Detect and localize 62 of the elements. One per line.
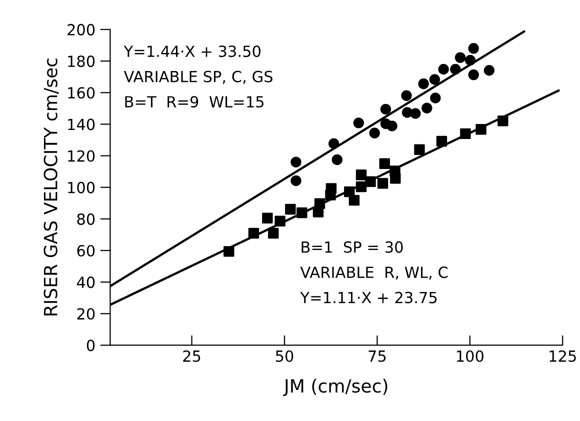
point bbox=[438, 64, 449, 75]
point bbox=[429, 74, 440, 85]
point bbox=[464, 54, 476, 66]
point bbox=[328, 138, 340, 149]
point bbox=[348, 194, 360, 206]
point bbox=[418, 78, 429, 90]
x-axis-title: JM (cm/sec) bbox=[283, 378, 388, 396]
y-tick-label: 160 bbox=[68, 87, 95, 99]
point bbox=[379, 158, 390, 170]
point bbox=[460, 128, 471, 140]
y-tick-label: 120 bbox=[68, 150, 95, 162]
point bbox=[274, 216, 286, 226]
y-axis-title: RISER GAS VELOCITY cm/sec bbox=[44, 58, 59, 316]
point bbox=[365, 176, 376, 188]
point bbox=[356, 170, 367, 180]
point bbox=[468, 69, 479, 80]
point bbox=[290, 156, 302, 168]
x-tick-label: 75 bbox=[368, 350, 386, 362]
y-tick-label: 140 bbox=[68, 118, 95, 130]
point bbox=[290, 175, 302, 186]
y-tick-label: 0 bbox=[86, 340, 95, 352]
point bbox=[380, 104, 392, 115]
point bbox=[325, 190, 336, 200]
point bbox=[410, 108, 421, 119]
x-tick-label: 100 bbox=[456, 350, 484, 362]
x-tick-label: 25 bbox=[183, 350, 200, 362]
point bbox=[312, 206, 324, 218]
point bbox=[454, 52, 466, 63]
annotation: B=1 SP = 30 VARIABLE R, WL, C Y=1.11·X + 23.75 bbox=[300, 241, 448, 304]
point bbox=[369, 128, 380, 138]
point bbox=[436, 136, 448, 147]
point bbox=[285, 204, 296, 215]
point bbox=[356, 181, 367, 192]
point bbox=[401, 90, 412, 101]
point bbox=[498, 116, 508, 126]
point bbox=[414, 144, 425, 155]
point bbox=[422, 102, 432, 114]
point bbox=[248, 228, 260, 239]
point bbox=[390, 166, 400, 176]
x-tick-label: 50 bbox=[276, 350, 294, 362]
y-tick-label: 100 bbox=[68, 182, 95, 194]
point bbox=[224, 246, 234, 257]
point bbox=[377, 178, 388, 189]
point bbox=[262, 212, 273, 224]
point bbox=[268, 228, 279, 239]
y-tick-label: 180 bbox=[68, 56, 95, 68]
y-tick-label: 60 bbox=[77, 244, 95, 257]
point bbox=[484, 65, 495, 76]
point bbox=[332, 154, 342, 166]
y-tick-label: 40 bbox=[76, 276, 95, 288]
point bbox=[430, 92, 441, 104]
point bbox=[386, 120, 398, 132]
y-tick-label: 20 bbox=[77, 308, 95, 320]
point bbox=[450, 64, 461, 75]
x-tick-label: 125 bbox=[550, 350, 576, 362]
point bbox=[468, 43, 479, 54]
annotation: Y=1.44·X + 33.50 VARIABLE SP, C, GS B=T R=9 WL=15 bbox=[124, 46, 272, 108]
y-tick-label: 200 bbox=[68, 24, 95, 36]
y-tick-label: 80 bbox=[77, 213, 95, 225]
point bbox=[353, 118, 364, 128]
point bbox=[476, 124, 486, 135]
point bbox=[296, 207, 308, 218]
